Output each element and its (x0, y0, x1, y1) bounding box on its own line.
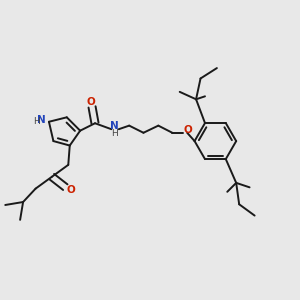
Text: O: O (86, 97, 95, 106)
Text: H: H (33, 117, 40, 126)
Text: N: N (110, 121, 119, 130)
Text: O: O (66, 184, 75, 194)
Text: H: H (111, 129, 118, 138)
Text: O: O (184, 125, 192, 135)
Text: N: N (37, 115, 46, 125)
